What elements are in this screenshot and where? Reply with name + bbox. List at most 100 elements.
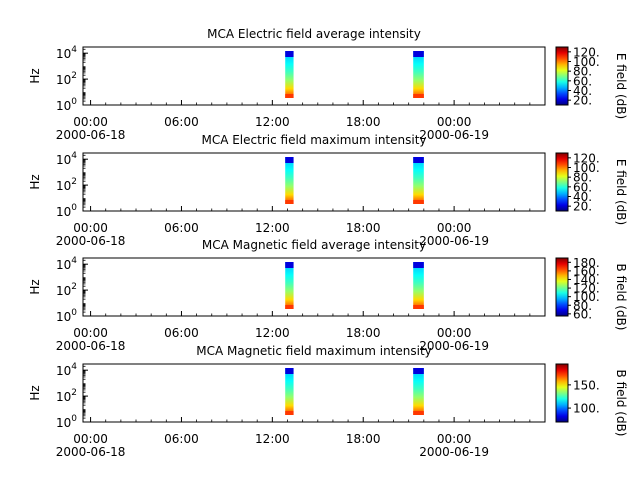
colorbar-tick-label: 40. xyxy=(573,84,592,98)
x-tick-label: 00:00 xyxy=(437,432,472,446)
x-tick-date-label: 2000-06-18 xyxy=(56,128,126,142)
colorbar-tick-label: 60. xyxy=(573,307,592,321)
data-block-base-band xyxy=(413,305,424,309)
colorbar xyxy=(555,152,569,212)
data-block-2 xyxy=(413,51,424,98)
data-block-1 xyxy=(285,262,294,309)
colorbar-tick-label: 80. xyxy=(573,299,592,313)
data-block-top-band xyxy=(413,51,424,57)
x-tick-date-label: 2000-06-19 xyxy=(419,339,489,353)
colorbar-tick-label: 100. xyxy=(573,55,600,69)
y-tick-label: 102 xyxy=(56,388,77,404)
data-block-base-band xyxy=(285,305,294,309)
data-block-top-band xyxy=(285,368,294,374)
y-tick-label: 102 xyxy=(56,177,77,193)
x-tick-label: 00:00 xyxy=(437,115,472,129)
x-tick-date-label: 2000-06-18 xyxy=(56,339,126,353)
data-block-base-band xyxy=(413,200,424,204)
data-block-2 xyxy=(413,157,424,204)
colorbar-tick-label: 120. xyxy=(573,151,600,165)
colorbar xyxy=(555,257,569,317)
colorbar-tick-label: 80. xyxy=(573,65,592,79)
colorbar-tick-label: 100. xyxy=(573,402,600,416)
data-block-base-band xyxy=(285,200,294,204)
x-tick-date-label: 2000-06-19 xyxy=(419,128,489,142)
x-tick-label: 18:00 xyxy=(346,432,381,446)
colorbar-tick-label: 60. xyxy=(573,74,592,88)
data-block-2 xyxy=(413,262,424,309)
chart-title: MCA Electric field maximum intensity xyxy=(201,133,426,147)
data-block-1 xyxy=(285,157,294,204)
x-tick-label: 12:00 xyxy=(255,115,290,129)
x-tick-label: 00:00 xyxy=(73,115,108,129)
axes-frame xyxy=(82,46,546,106)
y-tick-label: 102 xyxy=(56,71,77,87)
y-axis-label: Hz xyxy=(28,385,42,400)
x-tick-label: 06:00 xyxy=(164,115,199,129)
data-block-top-band xyxy=(285,51,294,57)
data-block-1 xyxy=(285,368,294,415)
data-block-1 xyxy=(285,51,294,98)
y-axis-label: Hz xyxy=(28,279,42,294)
x-tick-label: 06:00 xyxy=(164,326,199,340)
colorbar xyxy=(555,46,569,106)
panel-1: MCA Electric field average intensity 100 1… xyxy=(28,27,628,142)
data-block-top-band xyxy=(413,368,424,374)
colorbar-tick-label: 120. xyxy=(573,282,600,296)
y-axis-label: Hz xyxy=(28,174,42,189)
x-tick-label: 18:00 xyxy=(346,326,381,340)
colorbar-label: E field (dB) xyxy=(614,53,628,119)
axes-frame xyxy=(82,152,546,212)
x-tick-label: 06:00 xyxy=(164,432,199,446)
data-block-base-band xyxy=(413,411,424,415)
x-tick-label: 18:00 xyxy=(346,115,381,129)
x-tick-label: 06:00 xyxy=(164,221,199,235)
y-tick-label: 100 xyxy=(56,414,77,430)
y-tick-label: 100 xyxy=(56,97,77,113)
x-tick-date-label: 2000-06-18 xyxy=(56,445,126,459)
x-tick-date-label: 2000-06-18 xyxy=(56,234,126,248)
colorbar-tick-label: 180. xyxy=(573,256,600,270)
data-block-base-band xyxy=(285,94,294,98)
chart-title: MCA Electric field average intensity xyxy=(207,27,421,41)
y-tick-label: 104 xyxy=(56,362,77,378)
colorbar-label: E field (dB) xyxy=(614,159,628,225)
y-tick-label: 100 xyxy=(56,203,77,219)
colorbar-label: B field (dB) xyxy=(614,264,628,331)
x-tick-label: 12:00 xyxy=(255,221,290,235)
chart-title: MCA Magnetic field average intensity xyxy=(202,238,426,252)
y-tick-label: 104 xyxy=(56,45,77,61)
colorbar-label: B field (dB) xyxy=(614,370,628,437)
colorbar-tick-label: 150. xyxy=(573,378,600,392)
colorbar-tick-label: 100. xyxy=(573,290,600,304)
x-tick-label: 00:00 xyxy=(73,221,108,235)
colorbar-tick-label: 140. xyxy=(573,273,600,287)
colorbar-tick-label: 100. xyxy=(573,161,600,175)
y-tick-label: 102 xyxy=(56,282,77,298)
x-tick-date-label: 2000-06-19 xyxy=(419,445,489,459)
x-tick-label: 00:00 xyxy=(73,326,108,340)
y-axis-label: Hz xyxy=(28,68,42,83)
data-block-2 xyxy=(413,368,424,415)
x-tick-label: 00:00 xyxy=(437,326,472,340)
colorbar-tick-label: 80. xyxy=(573,171,592,185)
data-block-top-band xyxy=(413,262,424,268)
panel-2: MCA Electric field maximum intensity 100 1… xyxy=(28,133,628,248)
x-tick-label: 12:00 xyxy=(255,326,290,340)
data-block-top-band xyxy=(285,262,294,268)
panel-3: MCA Magnetic field average intensity 100 1… xyxy=(28,238,628,353)
data-block-base-band xyxy=(285,411,294,415)
axes-frame xyxy=(82,257,546,317)
colorbar-tick-label: 160. xyxy=(573,264,600,278)
x-tick-label: 18:00 xyxy=(346,221,381,235)
y-tick-label: 100 xyxy=(56,308,77,324)
colorbar-tick-label: 20. xyxy=(573,94,592,108)
data-block-base-band xyxy=(413,94,424,98)
y-tick-label: 104 xyxy=(56,256,77,272)
data-block-top-band xyxy=(413,157,424,163)
x-tick-label: 12:00 xyxy=(255,432,290,446)
colorbar-tick-label: 60. xyxy=(573,180,592,194)
chart-title: MCA Magnetic field maximum intensity xyxy=(196,344,432,358)
data-block-top-band xyxy=(285,157,294,163)
